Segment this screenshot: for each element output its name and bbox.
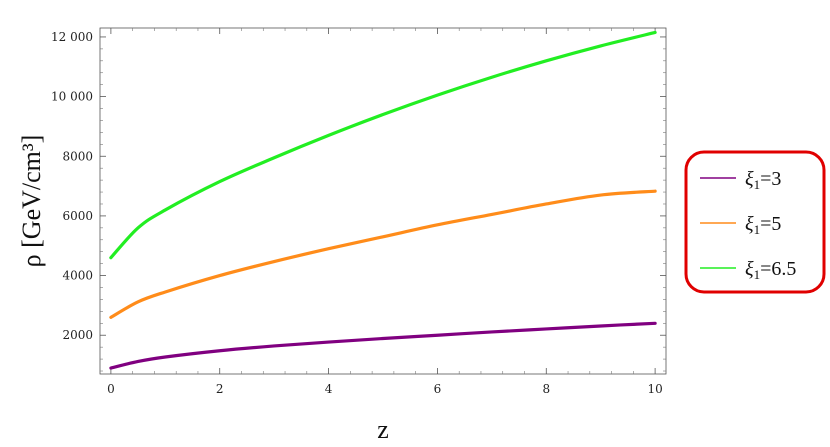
x-tick-label: 10 (647, 382, 662, 396)
series-line-1 (109, 321, 657, 370)
y-tick-label: 10 000 (51, 90, 93, 104)
legend-label-3: ξ1=6.5 (745, 258, 796, 282)
x-tick-label: 8 (542, 382, 550, 396)
x-tick-label: 2 (216, 382, 224, 396)
y-tick-label: 8000 (62, 149, 93, 163)
y-tick-label: 2000 (62, 328, 93, 342)
series-lines (109, 30, 657, 370)
y-tick-label: 12 000 (51, 30, 93, 44)
y-tick-label: 6000 (62, 209, 93, 223)
legend-label-1: ξ1=3 (745, 168, 781, 192)
x-tick-label: 6 (434, 382, 442, 396)
legend-items: ξ1=3 ξ1=5 ξ1=6.5 (700, 168, 796, 282)
y-tick-label: 4000 (62, 269, 93, 283)
tick-labels: 0 2 4 6 8 10 2000 4000 6000 8000 10 000 12 000 (51, 30, 663, 396)
x-tick-label: 0 (107, 382, 115, 396)
series-line-2 (109, 189, 657, 319)
plot-frame (99, 27, 667, 375)
x-axis-label: z (377, 415, 389, 444)
ticks (100, 28, 666, 374)
legend: ξ1=3 ξ1=5 ξ1=6.5 (684, 150, 826, 294)
series-line-3 (109, 30, 657, 260)
legend-box (684, 150, 826, 294)
legend-label-2: ξ1=5 (745, 213, 781, 237)
x-tick-label: 4 (325, 382, 333, 396)
y-axis-label: ρ [GeV/cm³] (17, 135, 46, 268)
